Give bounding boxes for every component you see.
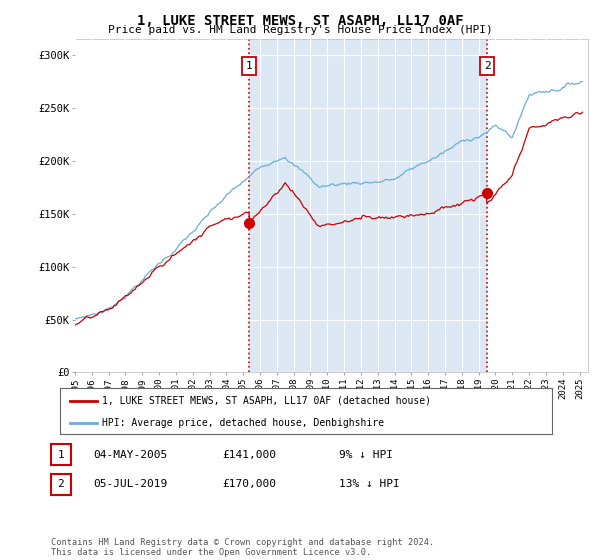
Text: 1, LUKE STREET MEWS, ST ASAPH, LL17 0AF: 1, LUKE STREET MEWS, ST ASAPH, LL17 0AF (137, 14, 463, 28)
Text: 2: 2 (484, 60, 490, 71)
Text: Price paid vs. HM Land Registry's House Price Index (HPI): Price paid vs. HM Land Registry's House … (107, 25, 493, 35)
Text: £170,000: £170,000 (222, 479, 276, 489)
Text: 04-MAY-2005: 04-MAY-2005 (93, 450, 167, 460)
Text: Contains HM Land Registry data © Crown copyright and database right 2024.
This d: Contains HM Land Registry data © Crown c… (51, 538, 434, 557)
Text: HPI: Average price, detached house, Denbighshire: HPI: Average price, detached house, Denb… (102, 418, 384, 427)
Bar (249, 39, 487, 372)
Text: 13% ↓ HPI: 13% ↓ HPI (339, 479, 400, 489)
Text: £141,000: £141,000 (222, 450, 276, 460)
Text: 2: 2 (58, 479, 64, 489)
Text: 05-JUL-2019: 05-JUL-2019 (93, 479, 167, 489)
Text: 1, LUKE STREET MEWS, ST ASAPH, LL17 0AF (detached house): 1, LUKE STREET MEWS, ST ASAPH, LL17 0AF … (102, 396, 431, 406)
Text: 1: 1 (245, 60, 252, 71)
Text: 1: 1 (58, 450, 64, 460)
Text: 9% ↓ HPI: 9% ↓ HPI (339, 450, 393, 460)
